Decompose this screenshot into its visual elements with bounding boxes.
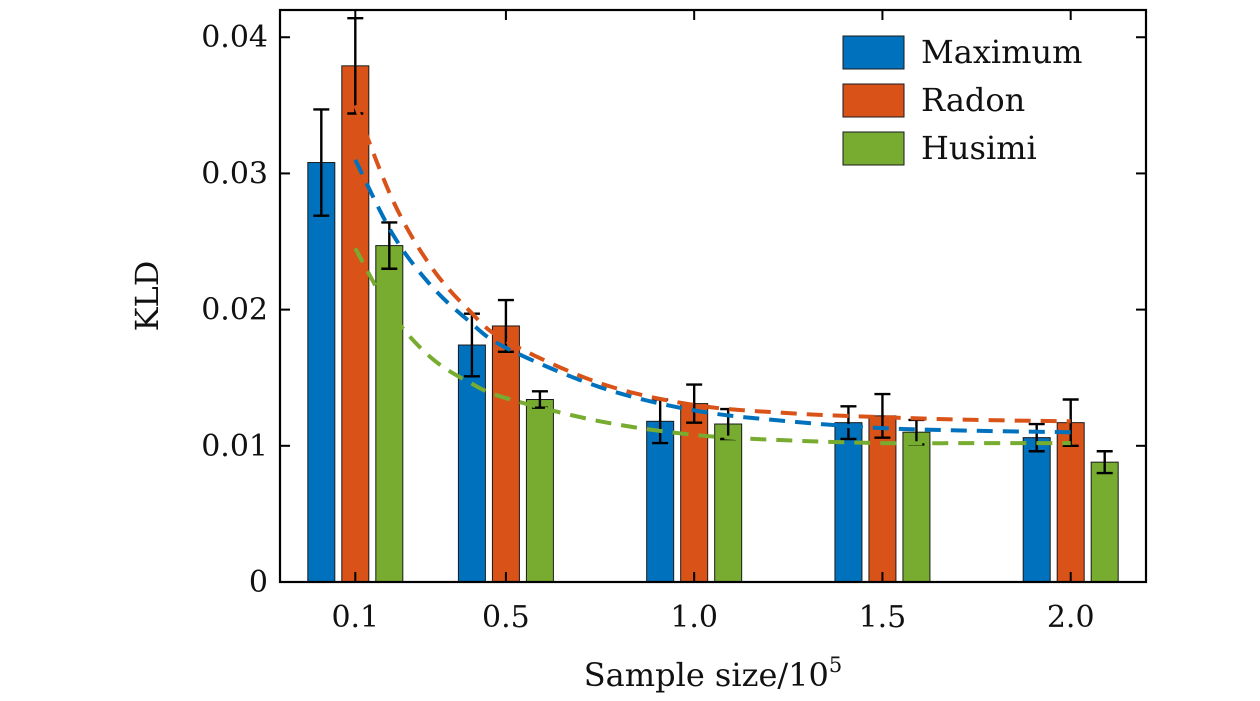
- bar-maximum-2.0: [1022, 437, 1051, 583]
- bar-maximum-1.5: [834, 422, 863, 583]
- plot-frame: [278, 8, 1148, 584]
- fit-curve-husimi: [353, 247, 1071, 446]
- legend-label-radon: Radon: [921, 81, 1025, 119]
- bar-husimi-1.0: [714, 423, 743, 583]
- axes-layer: 0 0.01 0.02 0.03 0.04 0.1 0.5 1.0 1.5 2.0 Sample s…: [128, 8, 1148, 694]
- bar-radon-1.5: [868, 415, 897, 583]
- x-tick-label: 2.0: [1047, 600, 1095, 635]
- bar-radon-1.0: [680, 403, 709, 583]
- x-tick-label: 0.1: [331, 600, 379, 635]
- bars-layer: [307, 65, 1119, 583]
- legend: Maximum Radon Husimi: [842, 33, 1082, 167]
- bar-husimi-0.5: [525, 399, 554, 583]
- x-axis-title-main: Sample size/10: [584, 656, 829, 694]
- y-tick-label: 0.01: [201, 429, 268, 464]
- error-bar-radon-2.0: [1062, 398, 1079, 448]
- error-bar-maximum-1.5: [840, 405, 857, 441]
- bar-husimi-1.5: [902, 431, 931, 583]
- y-tick-label: 0: [249, 565, 268, 600]
- bar-radon-0.1: [341, 65, 370, 583]
- error-bar-husimi-0.1: [381, 221, 398, 270]
- x-axis-title: Sample size/105: [584, 653, 843, 694]
- legend-item-husimi: Husimi: [842, 129, 1037, 167]
- legend-item-maximum: Maximum: [842, 33, 1082, 71]
- x-tick-label: 1.0: [670, 600, 718, 635]
- bar-maximum-0.1: [307, 162, 336, 583]
- error-bar-husimi-2.0: [1096, 450, 1113, 475]
- y-tick-label: 0.04: [201, 20, 268, 55]
- y-tick-label: 0.03: [201, 156, 268, 191]
- legend-label-maximum: Maximum: [921, 33, 1082, 71]
- error-bar-radon-1.0: [686, 383, 703, 424]
- legend-swatch-radon: [842, 83, 905, 118]
- error-bar-radon-1.5: [874, 392, 891, 439]
- fit-curve-radon: [353, 104, 1071, 424]
- x-tick-label: 0.5: [482, 600, 530, 635]
- error-bar-radon-0.5: [497, 298, 514, 354]
- bar-maximum-0.5: [457, 344, 486, 583]
- bar-radon-0.5: [491, 325, 520, 583]
- legend-swatch-maximum: [842, 35, 905, 70]
- fit-curves-layer: [353, 104, 1071, 446]
- y-axis-title: KLD: [128, 261, 166, 332]
- legend-label-husimi: Husimi: [921, 129, 1037, 167]
- y-tick-label: 0.02: [201, 293, 268, 328]
- error-bar-maximum-2.0: [1028, 422, 1045, 453]
- legend-item-radon: Radon: [842, 81, 1025, 119]
- bar-husimi-0.1: [375, 245, 404, 583]
- x-axis-title-exponent: 5: [829, 653, 842, 677]
- legend-swatch-husimi: [842, 131, 905, 166]
- error-bar-maximum-0.1: [313, 108, 330, 217]
- x-tick-label: 1.5: [859, 600, 907, 635]
- error-bars-layer: [313, 16, 1113, 475]
- bar-radon-2.0: [1056, 422, 1085, 583]
- bar-husimi-2.0: [1090, 461, 1119, 583]
- fit-curve-maximum: [353, 158, 1071, 435]
- bar-maximum-1.0: [646, 420, 675, 583]
